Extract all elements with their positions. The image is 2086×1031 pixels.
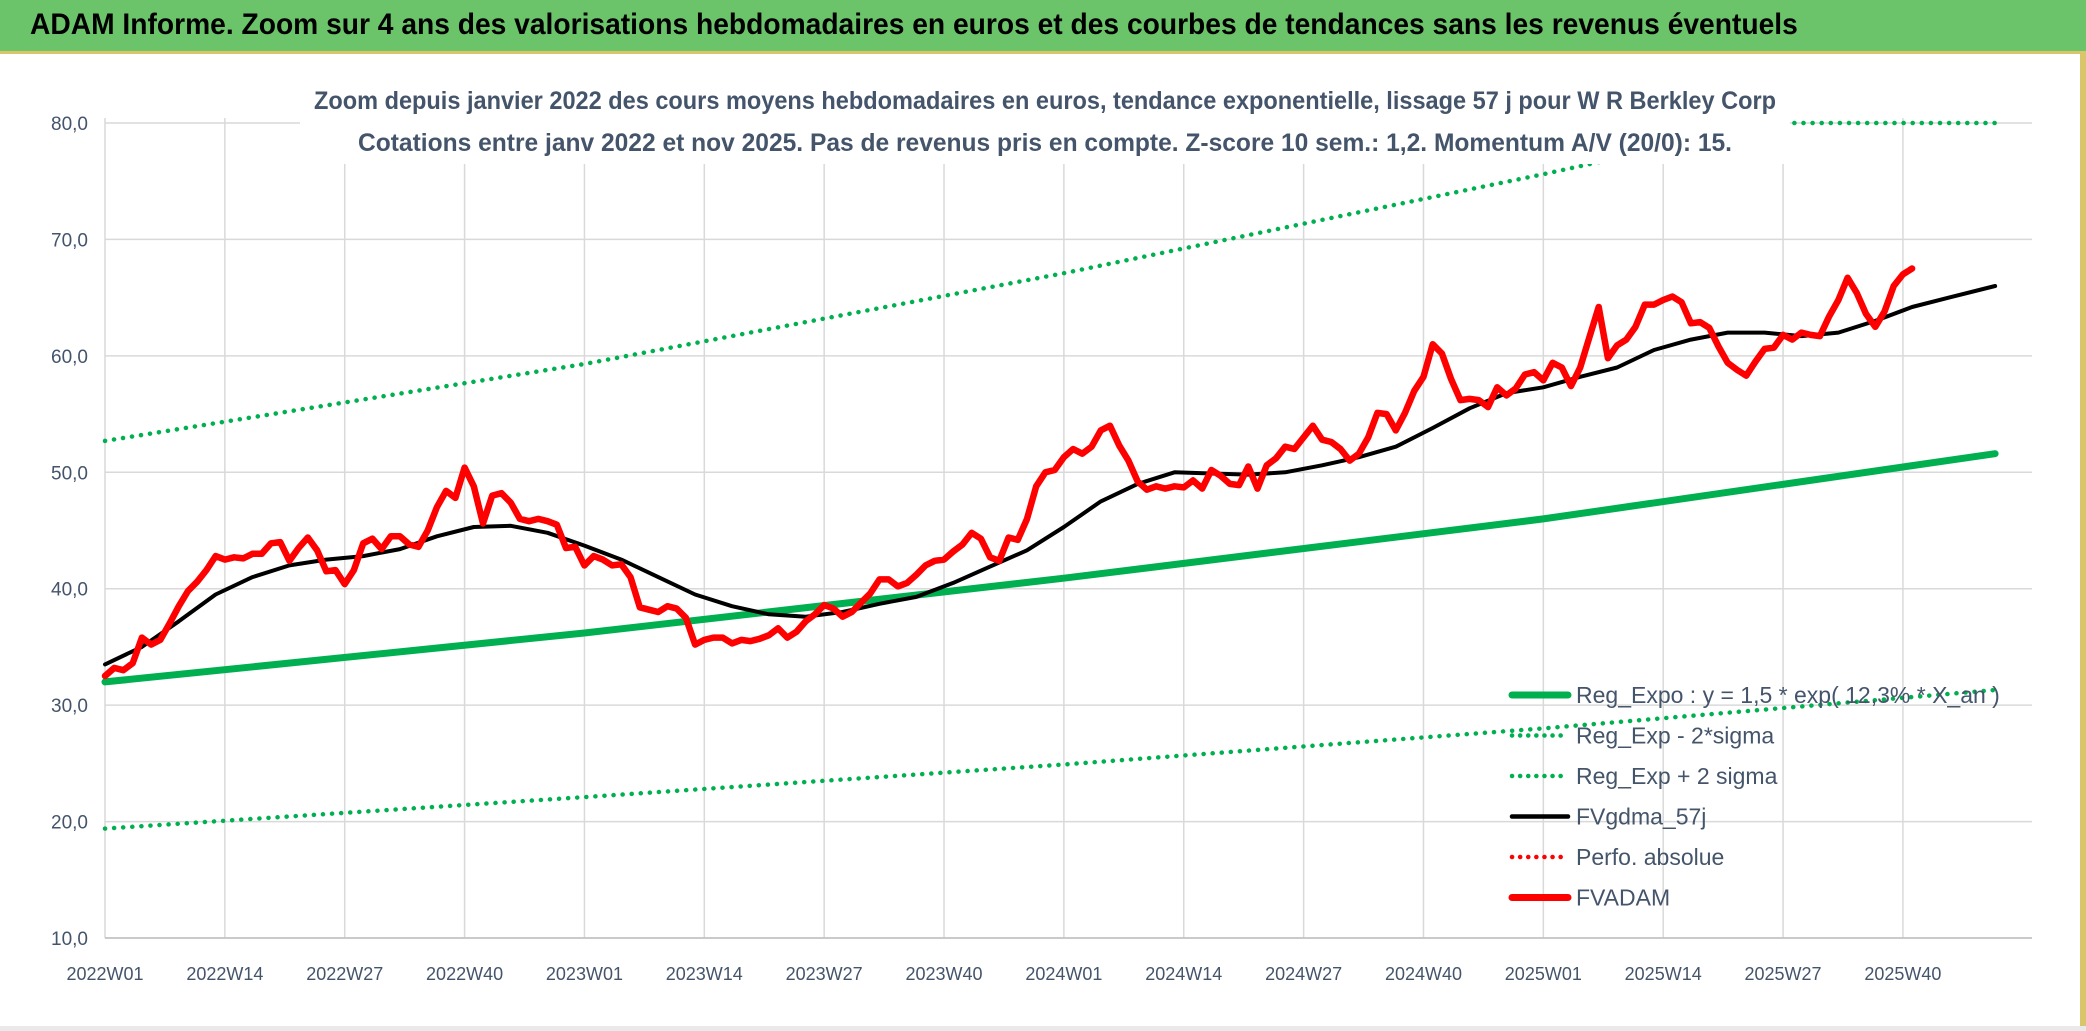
x-tick-label: 2023W40 [905,964,982,984]
x-tick-label: 2024W40 [1385,964,1462,984]
subtitle-background [300,78,1790,164]
series-lines [101,120,1999,831]
series-line-4 [101,265,1916,680]
legend-label-3: FVgdma_57j [1576,804,1706,830]
x-tick-label: 2023W27 [786,964,863,984]
gridlines [104,118,2032,939]
axis-labels: 10,0 20,0 30,0 40,0 50,0 60,0 70,0 80,0 2022W01 2… [51,114,1941,984]
x-tick-label: 2022W01 [66,964,143,984]
legend-label-1: Reg_Exp - 2*sigma [1576,723,1774,749]
x-tick-label: 2024W01 [1025,964,1102,984]
y-tick-label: 10,0 [51,929,88,950]
chart-legend: Reg_Expo : y = 1,5 * exp( 12,3% * X_an )… [1508,682,2000,911]
right-border [2080,54,2086,1031]
x-tick-label: 2023W01 [546,964,623,984]
x-tick-label: 2025W27 [1745,964,1822,984]
x-tick-label: 2024W14 [1145,964,1222,984]
y-tick-label: 80,0 [51,114,88,135]
x-tick-label: 2025W40 [1864,964,1941,984]
y-tick-label: 20,0 [51,813,88,834]
bottom-border [0,1026,2086,1031]
y-tick-label: 50,0 [51,463,88,484]
y-tick-label: 30,0 [51,696,88,717]
x-tick-label: 2024W27 [1265,964,1342,984]
y-tick-label: 40,0 [51,580,88,601]
y-tick-label: 70,0 [51,230,88,251]
series-line-2 [102,120,1998,444]
legend-label-2: Reg_Exp + 2 sigma [1576,763,1778,789]
series-line-1 [102,687,1998,831]
chart-subtitle-line2: Cotations entre janv 2022 et nov 2025. P… [358,129,1732,157]
chart-subtitle-line1: Zoom depuis janvier 2022 des cours moyen… [314,87,1776,115]
legend-label-5: FVADAM [1576,885,1670,911]
series-line-3 [103,284,1998,667]
x-tick-label: 2022W27 [306,964,383,984]
series-line-0 [101,450,1999,686]
title-banner: ADAM Informe. Zoom sur 4 ans des valoris… [0,0,2086,54]
legend-label-0: Reg_Expo : y = 1,5 * exp( 12,3% * X_an ) [1576,682,2000,708]
x-tick-label: 2025W01 [1505,964,1582,984]
x-tick-label: 2025W14 [1625,964,1702,984]
x-tick-label: 2022W40 [426,964,503,984]
x-tick-label: 2023W14 [666,964,743,984]
report-title: ADAM Informe. Zoom sur 4 ans des valoris… [30,8,1798,41]
x-tick-label: 2022W14 [186,964,263,984]
legend-label-4: Perfo. absolue [1576,844,1724,870]
y-tick-label: 60,0 [51,347,88,368]
